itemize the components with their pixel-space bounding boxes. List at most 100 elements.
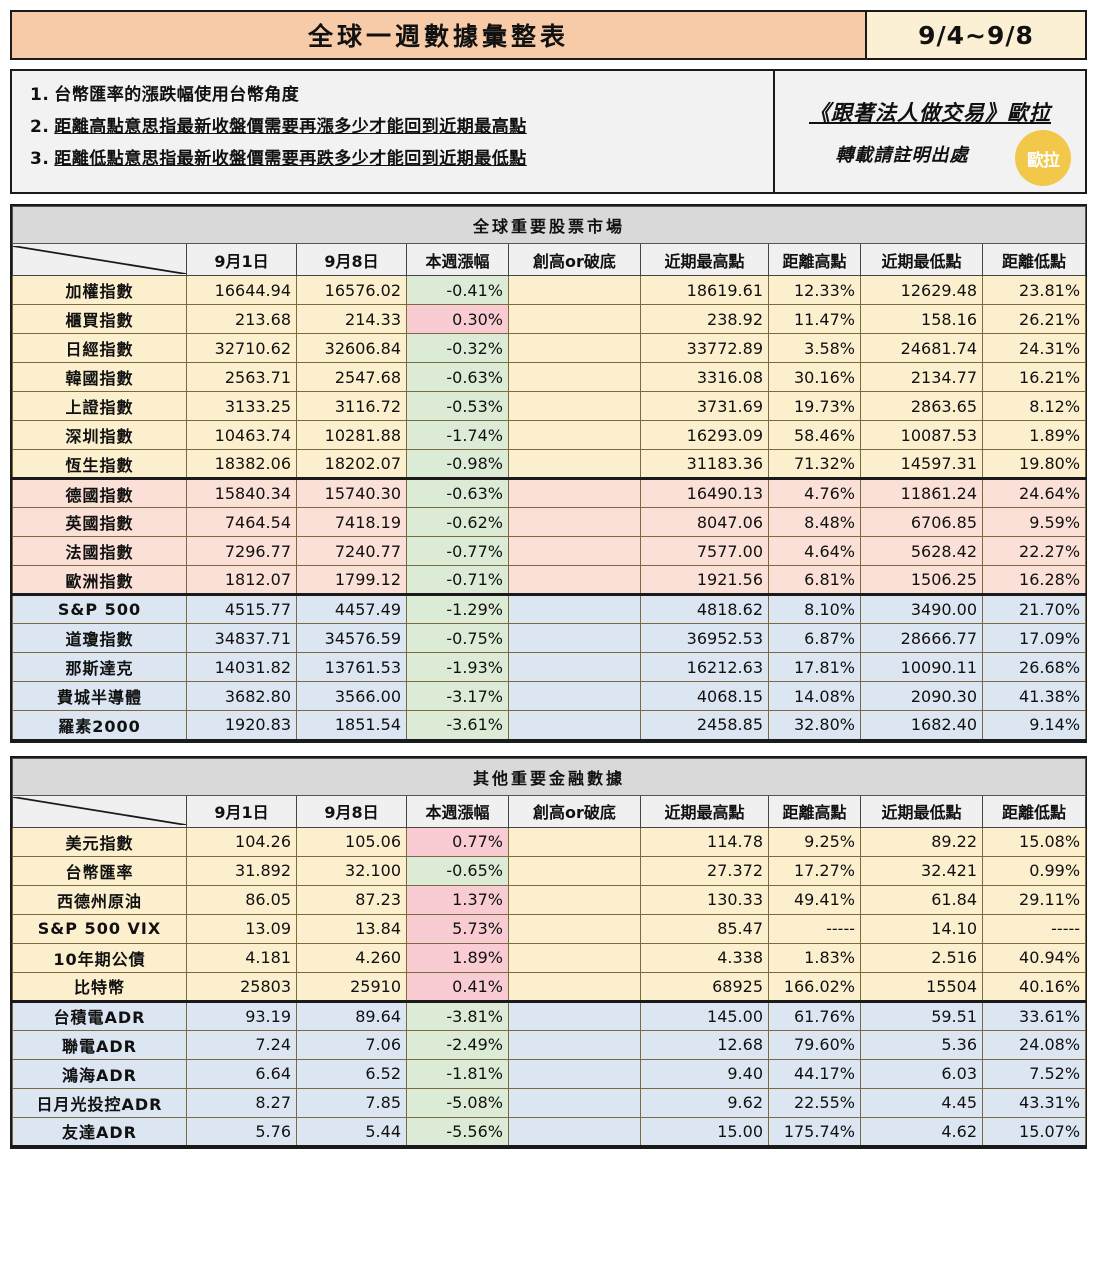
value-distance-to-low: 43.31% — [981, 1087, 1087, 1118]
value-distance-to-high: 22.55% — [768, 1087, 861, 1118]
table-row[interactable]: 恆生指數 18382.06 18202.07 -0.98% 31183.36 71.32%… — [12, 449, 1087, 479]
table-row[interactable]: 日經指數 32710.62 32606.84 -0.32% 33772.89 3.58% 2… — [12, 333, 1087, 363]
table-row[interactable]: 道瓊指數 34837.71 34576.59 -0.75% 36952.53 6.87% 2… — [12, 623, 1087, 653]
table-row[interactable]: 德國指數 15840.34 15740.30 -0.63% 16490.13 4.76% 1… — [12, 477, 1087, 508]
column-header-2[interactable]: 9月8日 — [296, 243, 407, 276]
value-date1: 32710.62 — [186, 333, 297, 363]
value-recent-low: 2.516 — [860, 942, 983, 973]
value-date2: 3116.72 — [296, 391, 407, 421]
column-header-8[interactable]: 距離低點 — [981, 243, 1087, 276]
value-weekly-change: -2.49% — [406, 1029, 509, 1060]
column-header-3[interactable]: 本週漲幅 — [406, 243, 509, 276]
table-row[interactable]: 英國指數 7464.54 7418.19 -0.62% 8047.06 8.48% 6706… — [12, 507, 1087, 537]
table-row[interactable]: 法國指數 7296.77 7240.77 -0.77% 7577.00 4.64% 5628… — [12, 536, 1087, 566]
table-row[interactable]: 台積電ADR 93.19 89.64 -3.81% 145.00 61.76% 59.51 3… — [12, 999, 1087, 1031]
value-recent-low: 12629.48 — [860, 275, 983, 305]
value-distance-to-low: 21.70% — [981, 593, 1087, 624]
table-row[interactable]: 櫃買指數 213.68 214.33 0.30% 238.92 11.47% 158.16 2… — [12, 304, 1087, 334]
value-distance-to-high: 4.64% — [768, 536, 861, 566]
table-row[interactable]: 聯電ADR 7.24 7.06 -2.49% 12.68 79.60% 5.36 24.08% — [12, 1029, 1087, 1060]
row-label: 恆生指數 — [12, 449, 187, 479]
table-row[interactable]: 費城半導體 3682.80 3566.00 -3.17% 4068.15 14.08% 20… — [12, 681, 1087, 711]
column-header-4[interactable]: 創高or破底 — [508, 794, 641, 828]
value-breakout-flag — [508, 652, 641, 682]
table-row[interactable]: S&P 500 VIX 13.09 13.84 5.73% 85.47 ----- 14.1… — [12, 913, 1087, 944]
table-row[interactable]: 上證指數 3133.25 3116.72 -0.53% 3731.69 19.73% 286… — [12, 391, 1087, 421]
value-recent-high: 27.372 — [640, 855, 769, 886]
column-header-3[interactable]: 本週漲幅 — [406, 794, 509, 828]
value-date2: 2547.68 — [296, 362, 407, 392]
table-row[interactable]: 友達ADR 5.76 5.44 -5.56% 15.00 175.74% 4.62 15.07… — [12, 1116, 1087, 1147]
table-row[interactable]: 韓國指數 2563.71 2547.68 -0.63% 3316.08 30.16% 213… — [12, 362, 1087, 392]
column-header-2[interactable]: 9月8日 — [296, 794, 407, 828]
column-header-8[interactable]: 距離低點 — [981, 794, 1087, 828]
column-header-5[interactable]: 近期最高點 — [640, 794, 769, 828]
row-label: 西德州原油 — [12, 884, 187, 915]
column-header-7[interactable]: 近期最低點 — [860, 243, 983, 276]
value-distance-to-low: 24.08% — [981, 1029, 1087, 1060]
row-label: 上證指數 — [12, 391, 187, 421]
value-weekly-change: -0.32% — [406, 333, 509, 363]
value-recent-high: 16490.13 — [640, 477, 769, 508]
column-header-6[interactable]: 距離高點 — [768, 794, 861, 828]
table-row[interactable]: 歐洲指數 1812.07 1799.12 -0.71% 1921.56 6.81% 1506… — [12, 565, 1087, 595]
value-recent-low: 4.45 — [860, 1087, 983, 1118]
value-recent-high: 33772.89 — [640, 333, 769, 363]
value-date1: 4.181 — [186, 942, 297, 973]
value-recent-high: 16212.63 — [640, 652, 769, 682]
value-date2: 1851.54 — [296, 710, 407, 741]
column-header-1[interactable]: 9月1日 — [186, 243, 297, 276]
column-header-6[interactable]: 距離高點 — [768, 243, 861, 276]
table-row[interactable]: 美元指數 104.26 105.06 0.77% 114.78 9.25% 89.22 15.… — [12, 826, 1087, 857]
value-weekly-change: -0.98% — [406, 449, 509, 479]
row-label: 那斯達克 — [12, 652, 187, 682]
value-weekly-change: -0.71% — [406, 565, 509, 595]
value-breakout-flag — [508, 623, 641, 653]
table-row[interactable]: 加權指數 16644.94 16576.02 -0.41% 18619.61 12.33%… — [12, 275, 1087, 305]
column-header-1[interactable]: 9月1日 — [186, 794, 297, 828]
table-row[interactable]: 鴻海ADR 6.64 6.52 -1.81% 9.40 44.17% 6.03 7.52% — [12, 1058, 1087, 1089]
column-header-7[interactable]: 近期最低點 — [860, 794, 983, 828]
table-row[interactable]: 比特幣 25803 25910 0.41% 68925 166.02% 15504 40.16… — [12, 971, 1087, 1002]
value-date1: 7.24 — [186, 1029, 297, 1060]
value-recent-high: 15.00 — [640, 1116, 769, 1147]
column-header-4[interactable]: 創高or破底 — [508, 243, 641, 276]
value-distance-to-low: 15.07% — [981, 1116, 1087, 1147]
value-weekly-change: -1.93% — [406, 652, 509, 682]
row-label: 櫃買指數 — [12, 304, 187, 334]
page-title: 全球一週數據彙整表 — [12, 12, 867, 58]
value-recent-low: 14597.31 — [860, 449, 983, 479]
value-date2: 16576.02 — [296, 275, 407, 305]
value-date1: 13.09 — [186, 913, 297, 944]
row-label: S&P 500 — [12, 593, 187, 624]
table-row[interactable]: 日月光投控ADR 8.27 7.85 -5.08% 9.62 22.55% 4.45 43.3… — [12, 1087, 1087, 1118]
table-row[interactable]: 10年期公債 4.181 4.260 1.89% 4.338 1.83% 2.516 40.9… — [12, 942, 1087, 973]
table-row[interactable]: 那斯達克 14031.82 13761.53 -1.93% 16212.63 17.81%… — [12, 652, 1087, 682]
value-recent-low: 6706.85 — [860, 507, 983, 537]
table-row[interactable]: 台幣匯率 31.892 32.100 -0.65% 27.372 17.27% 32.421… — [12, 855, 1087, 886]
value-recent-high: 130.33 — [640, 884, 769, 915]
value-weekly-change: -5.56% — [406, 1116, 509, 1147]
note-number: 1. — [30, 85, 50, 105]
value-weekly-change: -0.77% — [406, 536, 509, 566]
value-date1: 25803 — [186, 971, 297, 1002]
value-recent-high: 4068.15 — [640, 681, 769, 711]
value-distance-to-high: 175.74% — [768, 1116, 861, 1147]
value-recent-low: 158.16 — [860, 304, 983, 334]
value-breakout-flag — [508, 942, 641, 973]
value-breakout-flag — [508, 593, 641, 624]
table-row[interactable]: 羅素2000 1920.83 1851.54 -3.61% 2458.85 32.80% 1… — [12, 710, 1087, 741]
table-row[interactable]: S&P 500 4515.77 4457.49 -1.29% 4818.62 8.10% 3… — [12, 593, 1087, 624]
table-row[interactable]: 深圳指數 10463.74 10281.88 -1.74% 16293.09 58.46%… — [12, 420, 1087, 450]
value-weekly-change: -0.65% — [406, 855, 509, 886]
value-date1: 104.26 — [186, 826, 297, 857]
value-weekly-change: -3.61% — [406, 710, 509, 741]
section-title: 全球重要股票市場 — [11, 206, 1087, 244]
value-distance-to-high: 17.27% — [768, 855, 861, 886]
section-title-row: 全球重要股票市場 — [11, 206, 1087, 244]
value-recent-low: 10090.11 — [860, 652, 983, 682]
table-row[interactable]: 西德州原油 86.05 87.23 1.37% 130.33 49.41% 61.84 29.… — [12, 884, 1087, 915]
column-header-5[interactable]: 近期最高點 — [640, 243, 769, 276]
value-recent-low: 14.10 — [860, 913, 983, 944]
value-date1: 6.64 — [186, 1058, 297, 1089]
